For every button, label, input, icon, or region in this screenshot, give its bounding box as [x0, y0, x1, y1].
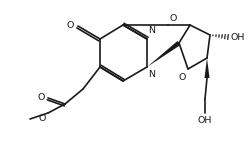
Text: O: O [38, 93, 45, 101]
Text: N: N [148, 70, 155, 79]
Text: O: O [170, 14, 177, 23]
Text: O: O [179, 73, 186, 82]
Text: O: O [67, 20, 74, 29]
Polygon shape [204, 58, 209, 78]
Polygon shape [147, 41, 181, 67]
Text: OH: OH [198, 116, 212, 125]
Text: N: N [148, 26, 155, 35]
Text: OH: OH [231, 33, 245, 42]
Text: O: O [39, 114, 46, 123]
